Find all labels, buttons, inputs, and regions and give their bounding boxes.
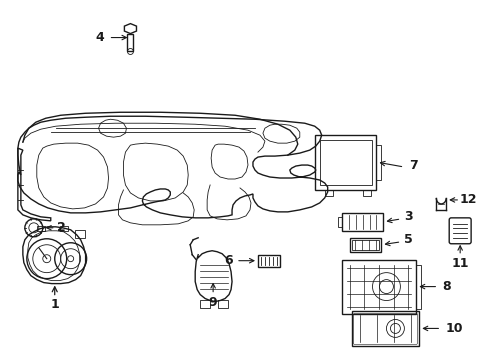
Bar	[60, 226, 67, 231]
Bar	[349, 238, 381, 252]
Text: 3: 3	[403, 210, 412, 223]
Bar	[218, 300, 227, 307]
Text: 4: 4	[95, 31, 104, 44]
Text: 8: 8	[441, 280, 449, 293]
Bar	[376, 145, 381, 180]
Bar	[362, 190, 370, 196]
Bar	[415, 265, 421, 310]
Text: 5: 5	[403, 233, 412, 246]
Bar	[341, 213, 383, 231]
Bar	[351, 311, 419, 346]
Text: 9: 9	[208, 296, 217, 309]
Bar	[200, 300, 210, 307]
Bar	[75, 230, 84, 238]
Bar	[37, 226, 45, 231]
Text: 10: 10	[445, 322, 462, 335]
Text: 11: 11	[450, 257, 468, 270]
Text: 1: 1	[50, 298, 59, 311]
Bar	[324, 190, 332, 196]
Bar	[258, 255, 279, 267]
Text: 12: 12	[458, 193, 476, 206]
Text: 7: 7	[408, 158, 417, 172]
Bar	[127, 33, 133, 51]
Bar	[314, 135, 376, 190]
Bar	[337, 217, 341, 227]
Bar	[341, 260, 415, 315]
Text: 6: 6	[224, 254, 232, 267]
Text: 2: 2	[57, 221, 66, 234]
Bar	[319, 140, 371, 185]
Bar	[351, 240, 379, 250]
